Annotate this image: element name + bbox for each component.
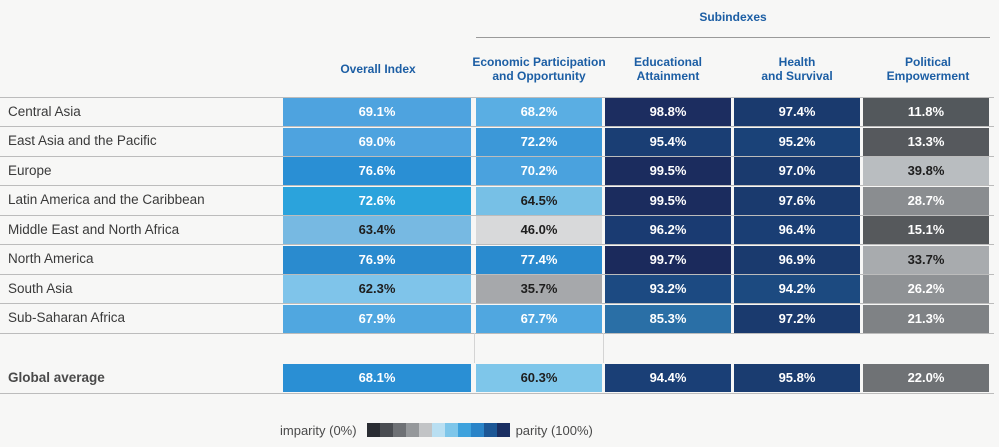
column-header: Political Empowerment (886, 55, 970, 83)
legend-swatch (457, 423, 471, 437)
subindexes-rule (476, 37, 990, 38)
column-header: Overall Index (340, 62, 416, 76)
value-cell: 99.5% (605, 186, 731, 215)
value-cell: 97.6% (734, 186, 860, 215)
legend-swatch (366, 423, 380, 437)
column-header: Economic Participation and Opportunity (472, 55, 606, 83)
column-separator (603, 333, 604, 363)
value-cell: 76.6% (283, 157, 471, 185)
value-cell: 94.4% (605, 364, 731, 392)
value-cell: 95.8% (734, 364, 860, 392)
value-cell: 62.3% (283, 275, 471, 303)
region-label: North America (8, 251, 94, 266)
legend-right-label: parity (100%) (515, 422, 593, 438)
value-cell: 97.4% (734, 98, 860, 126)
subindexes-header: Subindexes (699, 10, 767, 24)
region-label: Central Asia (8, 103, 81, 119)
value-cell: 96.4% (734, 216, 860, 244)
legend-swatch (431, 423, 445, 437)
value-cell: 76.9% (283, 245, 471, 274)
value-cell: 72.6% (283, 186, 471, 215)
region-label: Global average (8, 369, 105, 385)
value-cell: 11.8% (863, 98, 989, 126)
value-cell: 60.3% (476, 364, 602, 392)
row-divider (0, 214, 994, 216)
region-label: Latin America and the Caribbean (8, 192, 205, 207)
value-cell: 68.2% (476, 98, 602, 126)
legend-swatch (418, 423, 432, 437)
region-label: Middle East and North Africa (8, 221, 180, 237)
legend-swatch (483, 423, 497, 437)
value-cell: 63.4% (283, 216, 471, 244)
value-cell: 69.1% (283, 98, 471, 126)
value-cell: 95.4% (605, 127, 731, 156)
region-label: Europe (8, 162, 52, 178)
legend-swatch (392, 423, 406, 437)
row-divider (0, 96, 994, 98)
legend-swatch (379, 423, 393, 437)
row-divider (0, 392, 994, 394)
value-cell: 33.7% (863, 245, 989, 274)
value-cell: 96.2% (605, 216, 731, 244)
value-cell: 67.7% (476, 304, 602, 333)
legend-swatches (366, 423, 510, 437)
value-cell: 67.9% (283, 304, 471, 333)
legend-swatch (405, 423, 419, 437)
value-cell: 96.9% (734, 245, 860, 274)
value-cell: 70.2% (476, 157, 602, 185)
row-divider (0, 185, 994, 186)
legend-swatch (470, 423, 484, 437)
value-cell: 69.0% (283, 127, 471, 156)
region-label: South Asia (8, 280, 73, 296)
value-cell: 85.3% (605, 304, 731, 333)
column-header: Health and Survival (761, 55, 833, 83)
value-cell: 39.8% (863, 157, 989, 185)
legend-swatch (496, 423, 510, 437)
row-divider (0, 303, 994, 304)
value-cell: 26.2% (863, 275, 989, 303)
row-divider (0, 332, 994, 334)
value-cell: 64.5% (476, 186, 602, 215)
value-cell: 68.1% (283, 364, 471, 392)
column-header: Educational Attainment (633, 55, 702, 83)
value-cell: 97.0% (734, 157, 860, 185)
row-divider (0, 273, 994, 275)
value-cell: 22.0% (863, 364, 989, 392)
color-legend: imparity (0%) parity (100%) (280, 422, 593, 438)
value-cell: 13.3% (863, 127, 989, 156)
column-separator (474, 333, 475, 363)
value-cell: 98.8% (605, 98, 731, 126)
value-cell: 95.2% (734, 127, 860, 156)
value-cell: 77.4% (476, 245, 602, 274)
value-cell: 97.2% (734, 304, 860, 333)
row-divider (0, 244, 994, 245)
legend-left-label: imparity (0%) (280, 422, 357, 438)
legend-swatch (444, 423, 458, 437)
value-cell: 28.7% (863, 186, 989, 215)
value-cell: 99.5% (605, 157, 731, 185)
row-divider (0, 155, 994, 157)
value-cell: 46.0% (476, 216, 602, 244)
value-cell: 99.7% (605, 245, 731, 274)
region-label: Sub-Saharan Africa (8, 310, 126, 325)
value-cell: 35.7% (476, 275, 602, 303)
value-cell: 94.2% (734, 275, 860, 303)
value-cell: 93.2% (605, 275, 731, 303)
value-cell: 21.3% (863, 304, 989, 333)
region-label: East Asia and the Pacific (8, 133, 157, 148)
value-cell: 72.2% (476, 127, 602, 156)
value-cell: 15.1% (863, 216, 989, 244)
row-divider (0, 126, 994, 127)
